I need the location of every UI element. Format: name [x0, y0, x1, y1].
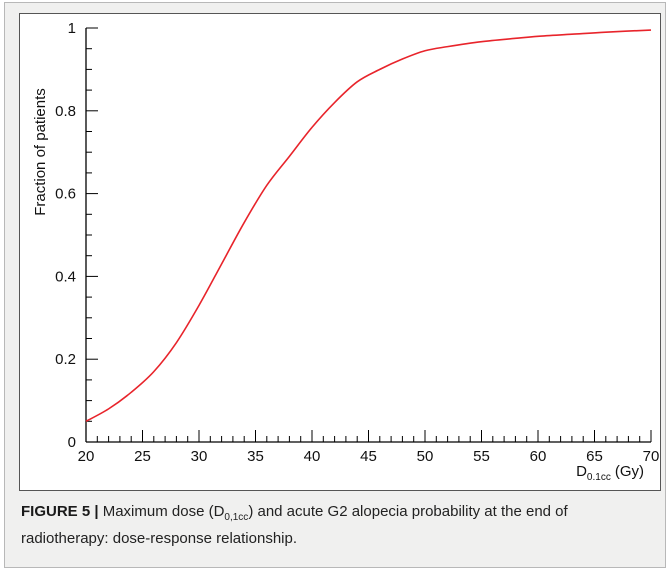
x-tick-label: 50 — [417, 448, 434, 465]
x-axis-title-main: D — [576, 463, 587, 480]
x-tick-label: 60 — [530, 448, 547, 465]
y-tick-label: 0.2 — [55, 351, 76, 368]
figure-caption: FIGURE 5 | Maximum dose (D0,1cc) and acu… — [21, 501, 651, 549]
figure-frame: 20 25 30 35 40 45 50 55 60 65 70 0 0.2 0.4 0.6 0.8 1 Fra… — [4, 2, 666, 568]
line-chart: 20 25 30 35 40 45 50 55 60 65 70 0 0.2 0.4 0.6 0.8 1 Fra… — [32, 20, 659, 483]
plot-panel: 20 25 30 35 40 45 50 55 60 65 70 0 0.2 0.4 0.6 0.8 1 Fra… — [19, 13, 661, 491]
axes — [85, 28, 651, 443]
x-tick-label: 40 — [304, 448, 321, 465]
x-tick-label: 20 — [78, 448, 95, 465]
caption-subscript: 0,1cc — [224, 512, 249, 523]
y-tick-label: 0 — [68, 434, 76, 451]
x-tick-label: 45 — [360, 448, 377, 465]
x-tick-label: 25 — [134, 448, 151, 465]
ticks: 20 25 30 35 40 45 50 55 60 65 70 0 0.2 0.4 0.6 0.8 1 — [55, 20, 659, 465]
y-tick-label: 0.6 — [55, 186, 76, 203]
figure-label: FIGURE 5 | — [21, 503, 99, 520]
caption-text-after: ) and acute G2 alopecia probability at t… — [21, 503, 568, 547]
x-tick-label: 55 — [473, 448, 490, 465]
x-axis-title-sub: 0.1cc — [587, 472, 611, 483]
y-tick-label: 0.4 — [55, 268, 76, 285]
y-tick-label: 0.8 — [55, 103, 76, 120]
x-tick-label: 65 — [586, 448, 603, 465]
x-axis-title: D0.1cc (Gy) — [576, 463, 644, 483]
x-tick-label: 30 — [191, 448, 208, 465]
x-tick-label: 35 — [247, 448, 264, 465]
x-axis-title-unit: (Gy) — [615, 463, 644, 480]
caption-text-before: Maximum dose (D — [98, 503, 225, 520]
series-layer — [85, 29, 652, 423]
x-tick-label: 70 — [643, 448, 660, 465]
y-tick-label: 1 — [68, 20, 76, 37]
dose-response-curve — [85, 29, 652, 423]
y-axis-title: Fraction of patients — [32, 88, 49, 216]
